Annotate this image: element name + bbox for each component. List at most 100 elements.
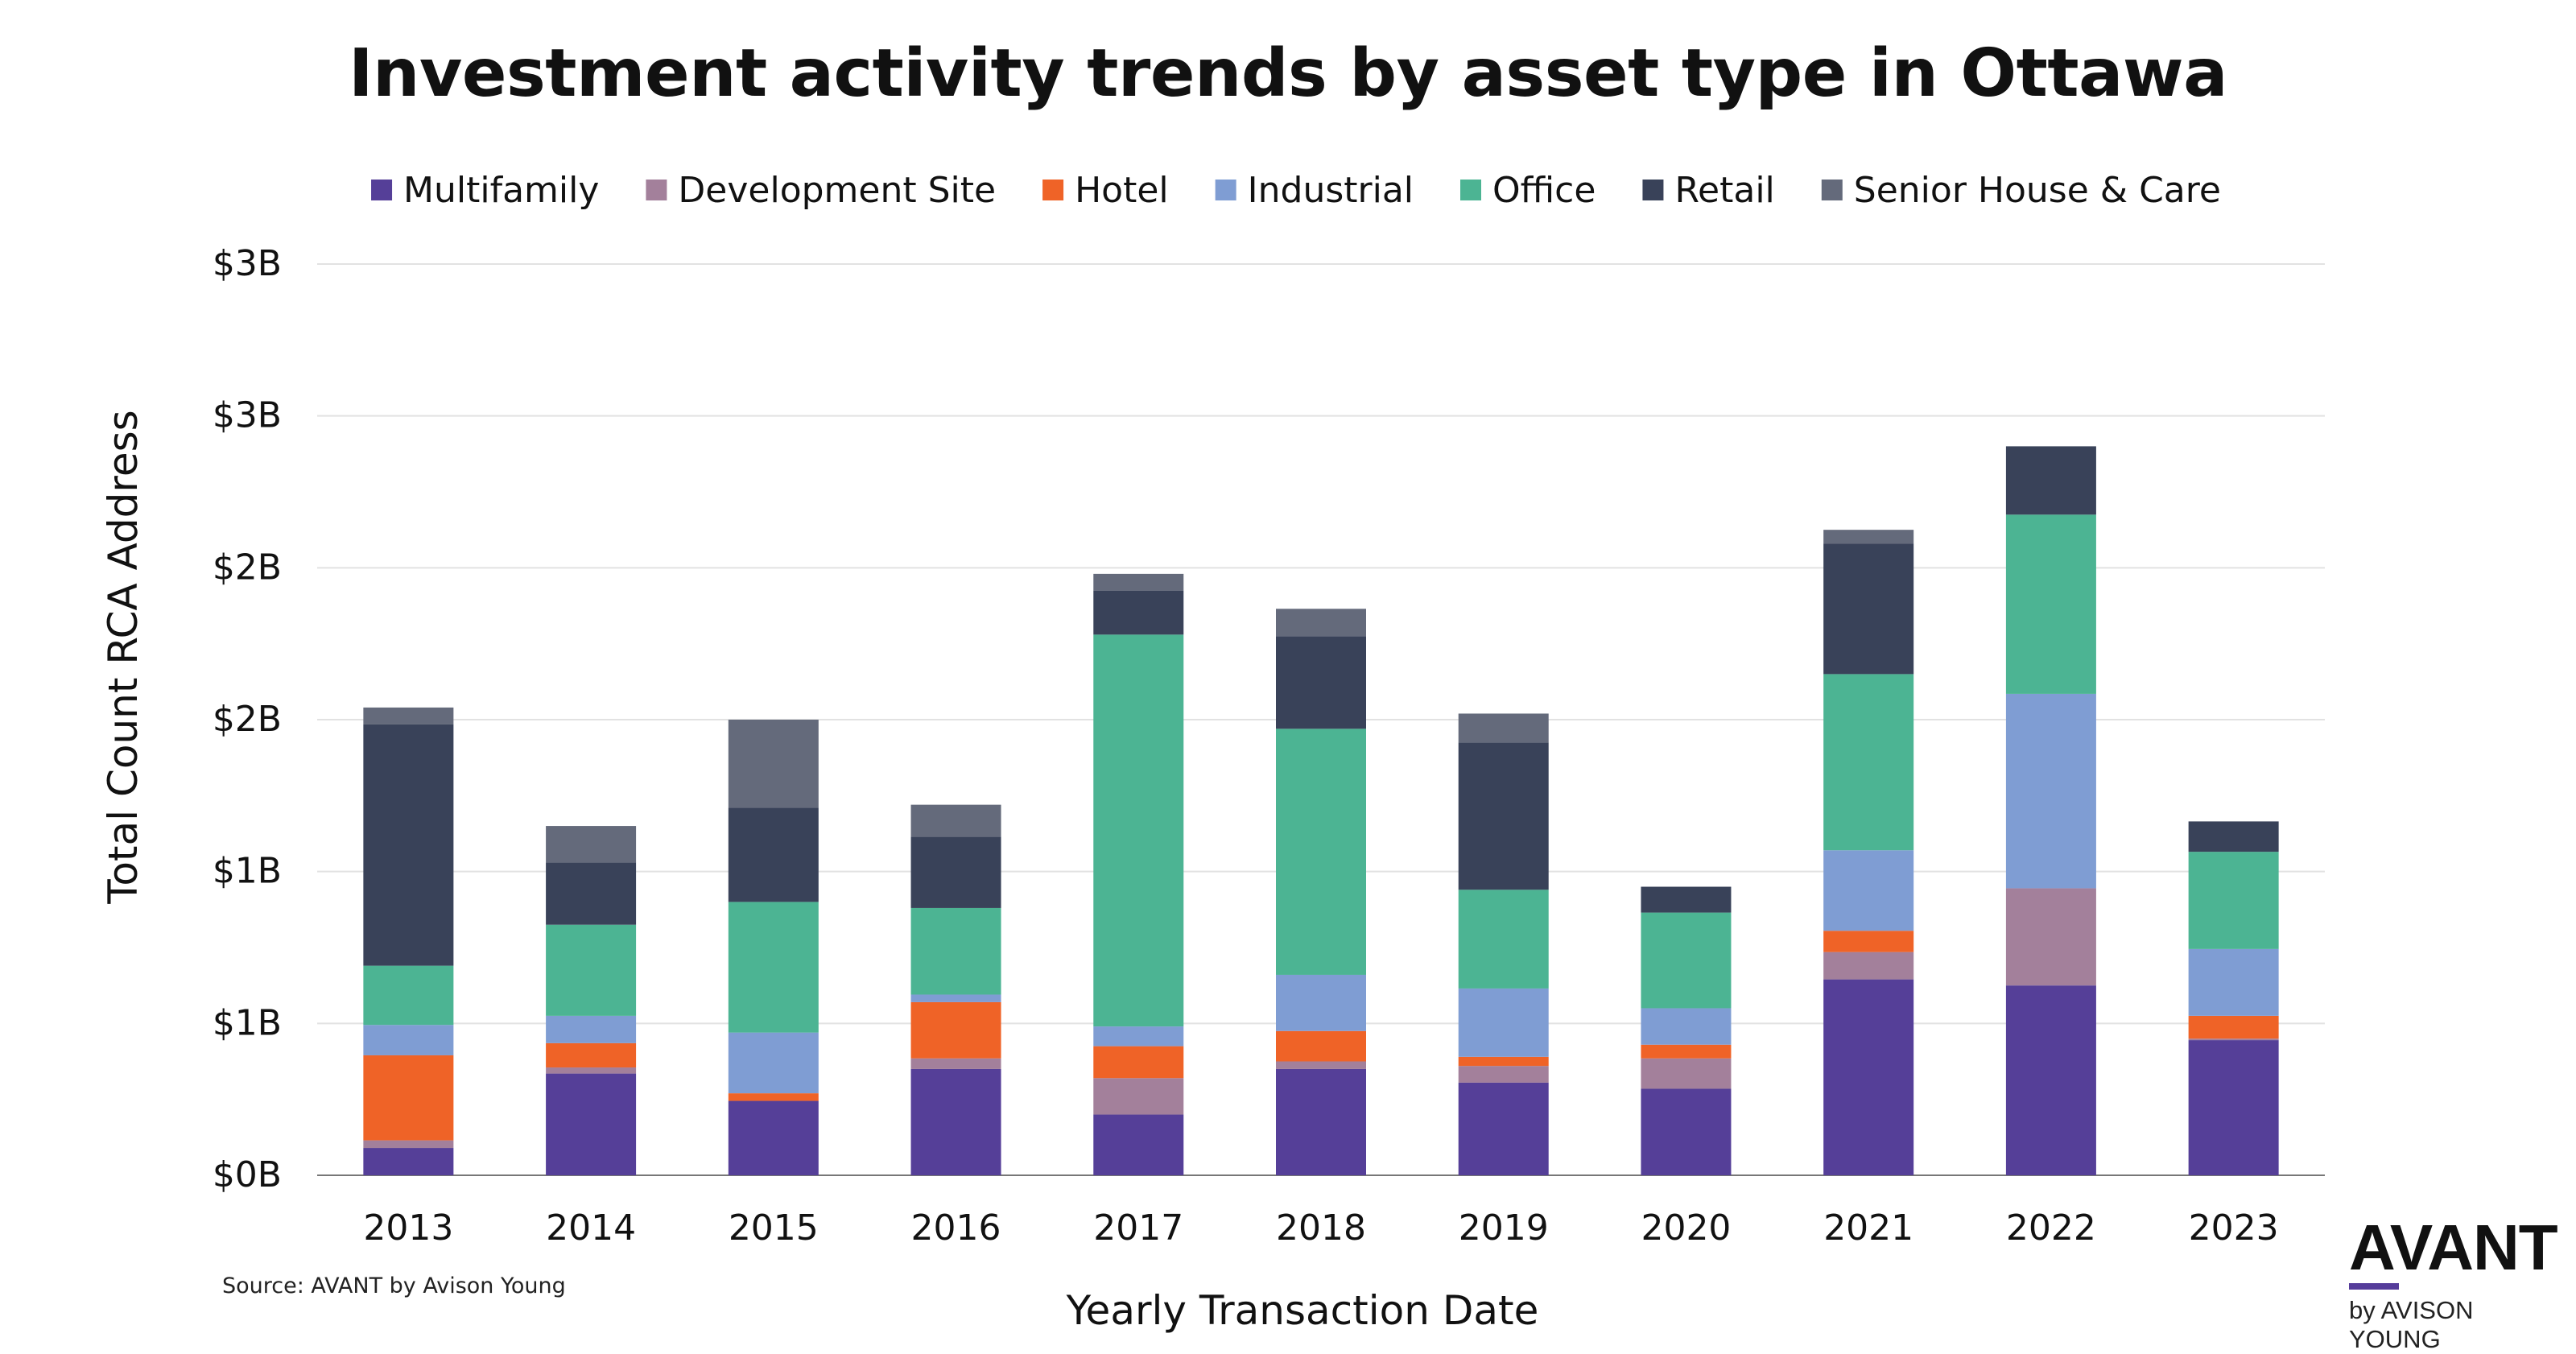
bar-segment-multifamily-2021 — [1823, 979, 1914, 1175]
x-tick-label: 2020 — [1641, 1207, 1731, 1249]
legend: Multifamily Development Site Hotel Industri… — [371, 170, 2221, 211]
bar-segment-hotel-2015 — [728, 1093, 819, 1101]
bar-segment-office-2014 — [546, 924, 637, 1016]
bar-segment-retail-2015 — [728, 807, 819, 902]
legend-swatch — [646, 180, 667, 200]
avant-logo: AVANT by AVISON YOUNG — [2349, 1216, 2558, 1354]
bar-segment-senior-house-care-2017 — [1093, 573, 1184, 591]
legend-swatch — [1642, 180, 1664, 200]
legend-label: Retail — [1674, 170, 1774, 211]
bar-segment-multifamily-2022 — [2005, 985, 2096, 1175]
bar-segment-office-2017 — [1093, 634, 1184, 1027]
bar-segment-retail-2020 — [1641, 886, 1732, 913]
bar-segment-hotel-2019 — [1458, 1056, 1549, 1067]
bar-segment-multifamily-2020 — [1641, 1088, 1732, 1175]
bar-segment-development-site-2018 — [1276, 1061, 1366, 1069]
bar-segment-retail-2013 — [363, 724, 454, 966]
bar-segment-senior-house-care-2021 — [1823, 530, 1914, 544]
legend-swatch — [371, 180, 393, 200]
x-tick-label: 2023 — [2189, 1207, 2279, 1249]
bar-segment-office-2015 — [728, 902, 819, 1033]
bar-segment-industrial-2013 — [363, 1025, 454, 1055]
bar-segment-multifamily-2014 — [546, 1073, 637, 1175]
bar-segment-office-2021 — [1823, 674, 1914, 851]
bar-segment-senior-house-care-2018 — [1276, 609, 1366, 637]
y-tick-label: $2B — [213, 699, 282, 740]
bar-segment-multifamily-2015 — [728, 1100, 819, 1175]
bar-segment-hotel-2020 — [1641, 1044, 1732, 1059]
bar-segment-industrial-2017 — [1093, 1026, 1184, 1046]
bar-segment-office-2022 — [2005, 514, 2096, 694]
y-axis-title: Total Count RCA Address — [100, 410, 147, 904]
x-tick-label: 2015 — [729, 1207, 819, 1249]
bar-segment-senior-house-care-2015 — [728, 720, 819, 808]
legend-swatch — [1460, 180, 1482, 200]
bar-segment-multifamily-2019 — [1458, 1082, 1549, 1175]
bar-segment-retail-2018 — [1276, 636, 1366, 729]
bar-segment-retail-2019 — [1458, 742, 1549, 890]
legend-swatch — [1042, 180, 1064, 200]
bar-segment-retail-2021 — [1823, 543, 1914, 675]
bar-segment-senior-house-care-2019 — [1458, 713, 1549, 743]
bar-segment-senior-house-care-2016 — [910, 804, 1001, 837]
bar-segment-industrial-2018 — [1276, 974, 1366, 1031]
x-tick-label: 2018 — [1276, 1207, 1366, 1249]
logo-wordmark: AVANT — [2349, 1212, 2558, 1283]
bar-segment-development-site-2013 — [363, 1140, 454, 1149]
bar-segment-industrial-2016 — [910, 994, 1001, 1002]
bar-segment-retail-2023 — [2188, 821, 2279, 852]
bar-segment-office-2020 — [1641, 912, 1732, 1009]
bar-segment-industrial-2023 — [2188, 948, 2279, 1016]
bar-segment-retail-2014 — [546, 862, 637, 925]
legend-label: Development Site — [678, 170, 996, 211]
bar-segment-development-site-2019 — [1458, 1066, 1549, 1083]
x-tick-label: 2014 — [546, 1207, 636, 1249]
y-tick-label: $1B — [213, 851, 282, 892]
legend-swatch — [1821, 180, 1843, 200]
bar-segment-development-site-2021 — [1823, 952, 1914, 980]
bar-segment-industrial-2021 — [1823, 850, 1914, 931]
bar-segment-hotel-2014 — [546, 1042, 637, 1068]
bar-segment-hotel-2021 — [1823, 931, 1914, 952]
bar-segment-industrial-2014 — [546, 1015, 637, 1043]
legend-swatch — [1215, 180, 1236, 200]
legend-label: Multifamily — [403, 170, 599, 211]
bar-segment-multifamily-2016 — [910, 1068, 1001, 1175]
logo-accent-bar — [2349, 1283, 2399, 1290]
bar-segment-industrial-2019 — [1458, 988, 1549, 1057]
bar-segment-industrial-2015 — [728, 1032, 819, 1094]
bar-segment-senior-house-care-2014 — [546, 826, 637, 863]
y-tick-label: $1B — [213, 1002, 282, 1043]
legend-label: Senior House & Care — [1854, 170, 2221, 211]
source-note: Source: AVANT by Avison Young — [222, 1274, 566, 1298]
bar-segment-industrial-2020 — [1641, 1008, 1732, 1045]
bar-segment-hotel-2023 — [2188, 1015, 2279, 1039]
bar-segment-development-site-2016 — [910, 1058, 1001, 1069]
bar-segment-retail-2016 — [910, 836, 1001, 908]
bar-segment-development-site-2022 — [2005, 888, 2096, 986]
bar-segment-development-site-2020 — [1641, 1058, 1732, 1089]
bar-segment-office-2019 — [1458, 890, 1549, 989]
x-tick-label: 2016 — [911, 1207, 1001, 1249]
bar-segment-office-2016 — [910, 907, 1001, 995]
y-tick-label: $2B — [213, 547, 282, 588]
bar-segment-office-2013 — [363, 965, 454, 1026]
x-tick-label: 2022 — [2006, 1207, 2096, 1249]
legend-label: Hotel — [1075, 170, 1169, 211]
chart-title: Investment activity trends by asset type… — [349, 35, 2227, 112]
x-tick-label: 2019 — [1459, 1207, 1549, 1249]
bar-segment-office-2018 — [1276, 729, 1366, 975]
bar-segment-hotel-2016 — [910, 1001, 1001, 1059]
bar-segment-multifamily-2018 — [1276, 1068, 1366, 1175]
legend-label: Office — [1492, 170, 1596, 211]
bar-segment-multifamily-2017 — [1093, 1114, 1184, 1175]
x-tick-label: 2021 — [1823, 1207, 1913, 1249]
x-tick-label: 2017 — [1093, 1207, 1183, 1249]
bar-segment-retail-2022 — [2005, 446, 2096, 515]
bar-segment-industrial-2022 — [2005, 693, 2096, 889]
bar-segment-hotel-2013 — [363, 1055, 454, 1141]
logo-subtitle: by AVISON YOUNG — [2349, 1296, 2474, 1353]
bar-segment-multifamily-2013 — [363, 1148, 454, 1175]
bar-segment-hotel-2017 — [1093, 1046, 1184, 1079]
